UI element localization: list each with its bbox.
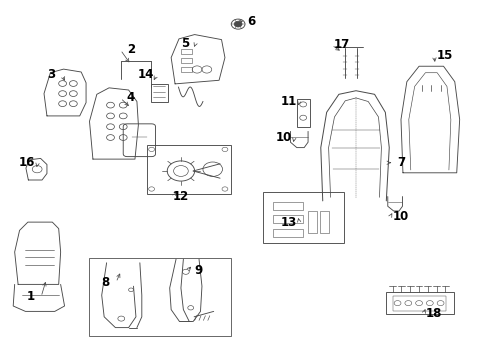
Text: 3: 3 bbox=[47, 68, 55, 81]
Bar bbox=[150, 84, 167, 102]
Circle shape bbox=[234, 21, 242, 27]
Text: 13: 13 bbox=[280, 216, 296, 229]
Text: 5: 5 bbox=[181, 37, 188, 50]
Text: 11: 11 bbox=[280, 95, 296, 108]
Text: 10: 10 bbox=[392, 210, 408, 223]
Bar bbox=[89, 258, 230, 336]
Text: 18: 18 bbox=[425, 307, 442, 320]
Text: 14: 14 bbox=[137, 68, 154, 81]
Bar bbox=[272, 229, 303, 237]
Text: 16: 16 bbox=[19, 156, 35, 169]
Text: 2: 2 bbox=[127, 43, 135, 56]
Bar bbox=[263, 192, 343, 243]
Bar bbox=[146, 145, 230, 194]
Text: 4: 4 bbox=[127, 91, 135, 104]
Bar bbox=[297, 99, 309, 127]
Text: 1: 1 bbox=[26, 291, 34, 303]
Text: 15: 15 bbox=[436, 49, 452, 62]
Text: 6: 6 bbox=[247, 15, 255, 28]
Bar bbox=[392, 296, 446, 311]
Text: 17: 17 bbox=[333, 39, 350, 51]
Bar bbox=[272, 202, 303, 210]
Bar bbox=[307, 211, 316, 233]
Text: 7: 7 bbox=[396, 156, 404, 169]
Bar bbox=[320, 211, 328, 233]
Text: 10: 10 bbox=[275, 131, 291, 144]
Text: 8: 8 bbox=[101, 276, 109, 289]
Text: 9: 9 bbox=[194, 264, 202, 277]
Bar bbox=[181, 58, 191, 63]
Text: 12: 12 bbox=[172, 190, 189, 203]
Bar bbox=[181, 49, 191, 54]
Bar bbox=[181, 67, 191, 72]
Bar bbox=[386, 292, 453, 314]
Bar bbox=[272, 215, 303, 223]
